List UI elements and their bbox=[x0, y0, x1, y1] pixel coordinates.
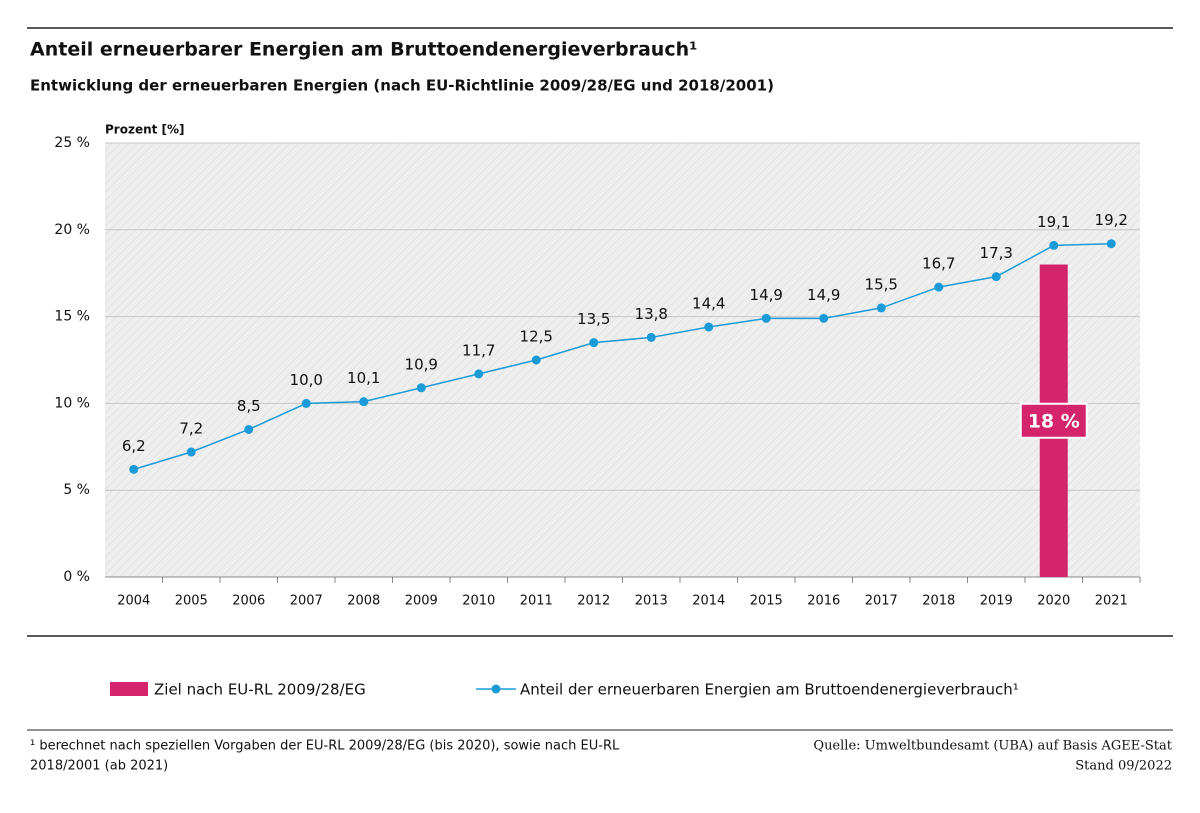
value-label: 12,5 bbox=[520, 328, 553, 346]
point bbox=[934, 282, 944, 292]
point bbox=[531, 355, 541, 365]
value-label: 19,2 bbox=[1095, 211, 1128, 229]
value-label: 6,2 bbox=[122, 437, 146, 455]
value-label: 7,2 bbox=[179, 420, 203, 438]
x-tick-label: 2016 bbox=[807, 594, 840, 609]
y-tick-label: 15 % bbox=[54, 309, 90, 325]
y-tick-label: 20 % bbox=[54, 222, 90, 238]
value-label: 10,1 bbox=[347, 369, 380, 387]
legend-label: Anteil der erneuerbaren Energien am Brut… bbox=[520, 681, 1019, 699]
value-label: 17,3 bbox=[980, 244, 1013, 262]
point bbox=[991, 272, 1001, 282]
source: Stand 09/2022 bbox=[1075, 759, 1172, 774]
x-tick-label: 2014 bbox=[692, 594, 725, 609]
y-axis-label: Prozent [%] bbox=[105, 123, 185, 137]
point bbox=[704, 322, 714, 332]
value-label: 19,1 bbox=[1037, 213, 1070, 231]
footnote: 2018/2001 (ab 2021) bbox=[30, 759, 168, 774]
x-tick-label: 2020 bbox=[1037, 594, 1070, 609]
value-label: 16,7 bbox=[922, 255, 955, 273]
x-tick-label: 2019 bbox=[980, 594, 1013, 609]
x-tick-label: 2021 bbox=[1095, 594, 1128, 609]
x-tick-label: 2008 bbox=[347, 594, 380, 609]
point bbox=[646, 332, 656, 342]
value-label: 10,0 bbox=[290, 371, 323, 389]
x-tick-label: 2018 bbox=[922, 594, 955, 609]
x-tick-label: 2007 bbox=[290, 594, 323, 609]
value-label: 8,5 bbox=[237, 397, 261, 415]
source: Quelle: Umweltbundesamt (UBA) auf Basis … bbox=[813, 739, 1172, 754]
chart-title: Anteil erneuerbarer Energien am Bruttoen… bbox=[30, 39, 697, 61]
legend-swatch bbox=[491, 684, 501, 694]
point bbox=[129, 464, 139, 474]
point bbox=[819, 313, 829, 323]
y-tick-label: 25 % bbox=[54, 135, 90, 151]
x-tick-label: 2006 bbox=[232, 594, 265, 609]
chart-subtitle: Entwicklung der erneuerbaren Energien (n… bbox=[30, 77, 774, 95]
legend-label: Ziel nach EU-RL 2009/28/EG bbox=[154, 681, 366, 699]
x-tick-label: 2010 bbox=[462, 594, 495, 609]
point bbox=[1049, 240, 1059, 250]
footnote: ¹ berechnet nach speziellen Vorgaben der… bbox=[30, 739, 620, 754]
point bbox=[876, 303, 886, 313]
x-tick-label: 2009 bbox=[405, 594, 438, 609]
plot-area bbox=[105, 143, 1140, 577]
x-tick-label: 2004 bbox=[117, 594, 150, 609]
x-tick-label: 2005 bbox=[175, 594, 208, 609]
value-label: 14,9 bbox=[750, 286, 783, 304]
line bbox=[133, 242, 1112, 471]
value-label-box bbox=[1019, 402, 1088, 439]
point bbox=[761, 313, 771, 323]
point bbox=[1106, 239, 1116, 249]
x-tick-label: 2017 bbox=[865, 594, 898, 609]
point bbox=[416, 383, 426, 393]
value-label: 18 % bbox=[1028, 410, 1080, 432]
x-tick-label: 2013 bbox=[635, 594, 668, 609]
x-tick-label: 2011 bbox=[520, 594, 553, 609]
y-tick-label: 10 % bbox=[54, 395, 90, 411]
value-label: 14,4 bbox=[692, 295, 725, 313]
point bbox=[301, 398, 311, 408]
value-label: 15,5 bbox=[865, 275, 898, 293]
value-label: 14,9 bbox=[807, 286, 840, 304]
x-tick-label: 2012 bbox=[577, 594, 610, 609]
legend-swatch bbox=[110, 682, 148, 696]
y-tick-label: 0 % bbox=[63, 569, 90, 585]
point bbox=[474, 369, 484, 379]
x-tick-label: 2015 bbox=[750, 594, 783, 609]
point bbox=[359, 397, 369, 407]
y-tick-label: 5 % bbox=[63, 482, 90, 498]
value-label: 13,8 bbox=[635, 305, 668, 323]
value-label: 10,9 bbox=[405, 355, 438, 373]
value-label: 11,7 bbox=[462, 341, 495, 359]
point bbox=[589, 338, 599, 348]
point bbox=[186, 447, 196, 457]
point bbox=[244, 424, 254, 434]
value-label: 13,5 bbox=[577, 310, 610, 328]
